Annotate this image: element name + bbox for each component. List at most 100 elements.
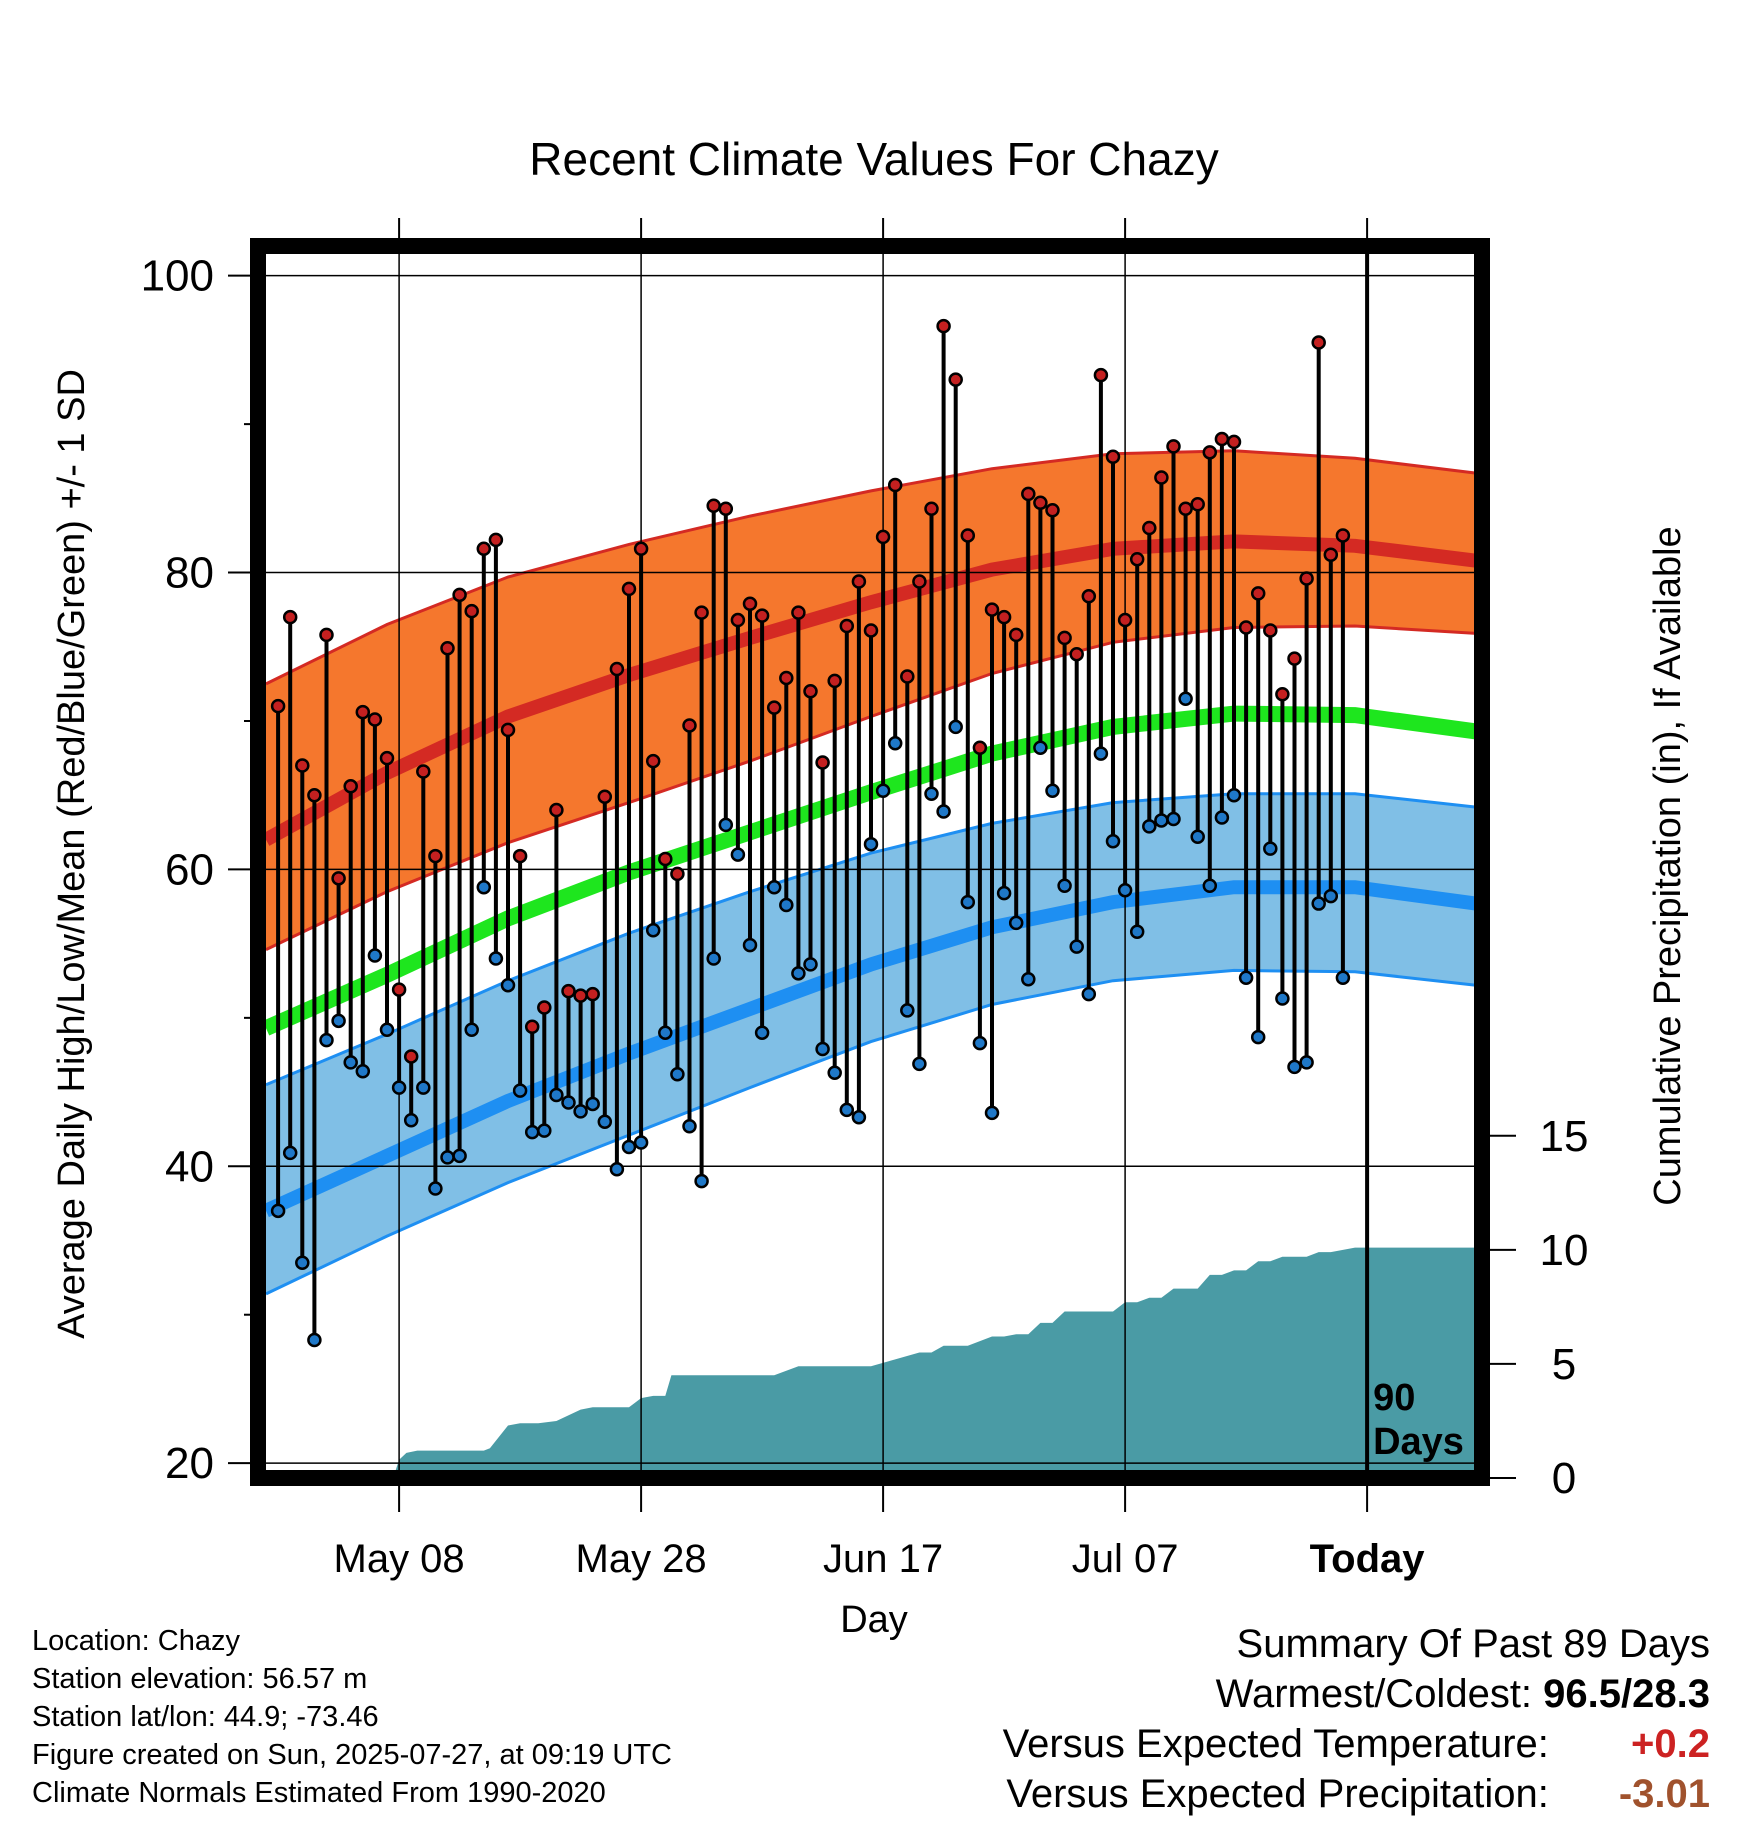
daily-high-point	[1214, 431, 1230, 447]
daily-low-point	[706, 951, 721, 966]
daily-high-point	[1021, 486, 1036, 502]
y2-axis-label: Cumulative Precipitation (in), If Availa…	[1647, 526, 1689, 1205]
today-days-label: Days	[1373, 1421, 1464, 1463]
daily-low-point	[936, 804, 951, 819]
y2-tick-label: 5	[1552, 1340, 1576, 1389]
low-normal-line	[263, 880, 1477, 1218]
daily-low-point	[1178, 691, 1193, 706]
daily-high-point	[476, 541, 492, 557]
daily-low-point	[682, 1118, 697, 1134]
daily-low-point	[1250, 1029, 1266, 1045]
daily-low-point	[645, 923, 661, 938]
daily-high-point	[573, 988, 588, 1003]
today-days-label: 90	[1373, 1377, 1415, 1419]
daily-high-point	[742, 596, 758, 611]
daily-high-point	[1335, 528, 1351, 543]
daily-low-point	[1202, 878, 1218, 893]
daily-low-point	[815, 1041, 830, 1057]
daily-low-point	[924, 786, 939, 801]
low-normal-band-lower-edge	[265, 968, 1477, 1296]
daily-high-point	[440, 641, 455, 656]
daily-low-point	[1045, 783, 1060, 799]
daily-high-point	[1299, 571, 1314, 586]
daily-high-point	[561, 983, 576, 999]
daily-low-point	[1154, 813, 1169, 828]
daily-high-point	[295, 758, 310, 773]
daily-high-point	[996, 609, 1012, 625]
daily-high-point	[863, 623, 879, 638]
daily-high-point	[524, 1019, 540, 1035]
y2-tick-label: 10	[1540, 1226, 1589, 1275]
daily-low-point	[307, 1332, 322, 1348]
figure-created: Figure created on Sun, 2025-07-27, at 09…	[32, 1739, 672, 1771]
daily-high-point	[658, 851, 673, 867]
daily-low-point	[282, 1145, 298, 1161]
daily-high-point	[682, 718, 697, 733]
warm-cold-label: Warmest/Coldest:	[1215, 1672, 1533, 1716]
daily-low-point	[1190, 829, 1205, 845]
daily-low-point	[1142, 819, 1157, 834]
daily-low-point	[585, 1096, 600, 1112]
summary-warm-cold: Warmest/Coldest: 96.5/28.3	[1003, 1669, 1710, 1719]
y2-tick-label: 0	[1552, 1454, 1576, 1503]
daily-high-point	[1129, 551, 1145, 567]
daily-high-point	[1238, 620, 1254, 635]
daily-high-point	[779, 670, 794, 686]
daily-low-point	[1008, 915, 1024, 931]
daily-low-point	[524, 1124, 540, 1140]
daily-high-point	[379, 750, 395, 766]
daily-high-point	[319, 627, 334, 643]
summary-panel: Summary Of Past 89 Days Warmest/Coldest:…	[1003, 1619, 1710, 1819]
daily-high-point	[936, 318, 951, 334]
x-tick-label: Jun 17	[823, 1537, 943, 1581]
daily-low-point	[379, 1022, 395, 1037]
daily-low-point	[754, 1025, 770, 1040]
precip-label: Versus Expected Precipitation:	[1006, 1772, 1549, 1816]
daily-high-point	[1045, 502, 1060, 518]
daily-low-point	[803, 957, 818, 972]
daily-low-point	[851, 1110, 867, 1125]
daily-high-point	[500, 722, 516, 738]
station-info: Location: Chazy Station elevation: 56.57…	[32, 1622, 672, 1812]
daily-high-point	[331, 871, 346, 886]
low-normal-band-upper-edge	[265, 792, 1477, 1087]
daily-low-point	[791, 966, 806, 981]
daily-low-point	[367, 948, 383, 963]
daily-low-point	[1226, 787, 1242, 803]
daily-high-point	[1202, 445, 1218, 460]
daily-low-point	[403, 1113, 419, 1128]
daily-low-point	[331, 1013, 346, 1029]
daily-low-point	[500, 977, 516, 993]
daily-high-point	[633, 541, 649, 557]
daily-low-point	[597, 1114, 613, 1130]
daily-high-point	[391, 982, 407, 997]
high-normal-band-upper-edge	[265, 449, 1477, 686]
summary-temp: Versus Expected Temperature: +0.2	[1003, 1719, 1710, 1769]
daily-low-point	[270, 1203, 286, 1219]
daily-low-point	[658, 1025, 673, 1040]
daily-high-point	[1323, 547, 1339, 562]
temp-value: +0.2	[1631, 1722, 1710, 1766]
daily-high-point	[1117, 612, 1133, 628]
daily-low-point	[476, 879, 492, 895]
daily-high-point	[609, 661, 625, 677]
daily-low-point	[839, 1102, 855, 1118]
daily-high-point	[1287, 651, 1302, 666]
daily-high-point	[645, 753, 661, 769]
daily-low-point	[1033, 740, 1048, 755]
precip-value: -3.01	[1618, 1772, 1710, 1816]
daily-low-point	[1238, 970, 1254, 986]
daily-low-point	[1021, 972, 1036, 987]
daily-low-point	[1263, 841, 1278, 856]
daily-low-point	[343, 1055, 358, 1070]
y-tick-label: 20	[165, 1439, 214, 1488]
daily-high-point	[537, 1000, 552, 1015]
daily-low-point	[633, 1135, 649, 1150]
daily-high-point	[1069, 646, 1084, 662]
summary-precip: Versus Expected Precipitation: -3.01	[1003, 1769, 1710, 1819]
daily-high-point	[827, 673, 842, 689]
daily-high-point	[1033, 495, 1048, 511]
daily-low-point	[718, 817, 734, 833]
daily-high-point	[1142, 520, 1157, 536]
